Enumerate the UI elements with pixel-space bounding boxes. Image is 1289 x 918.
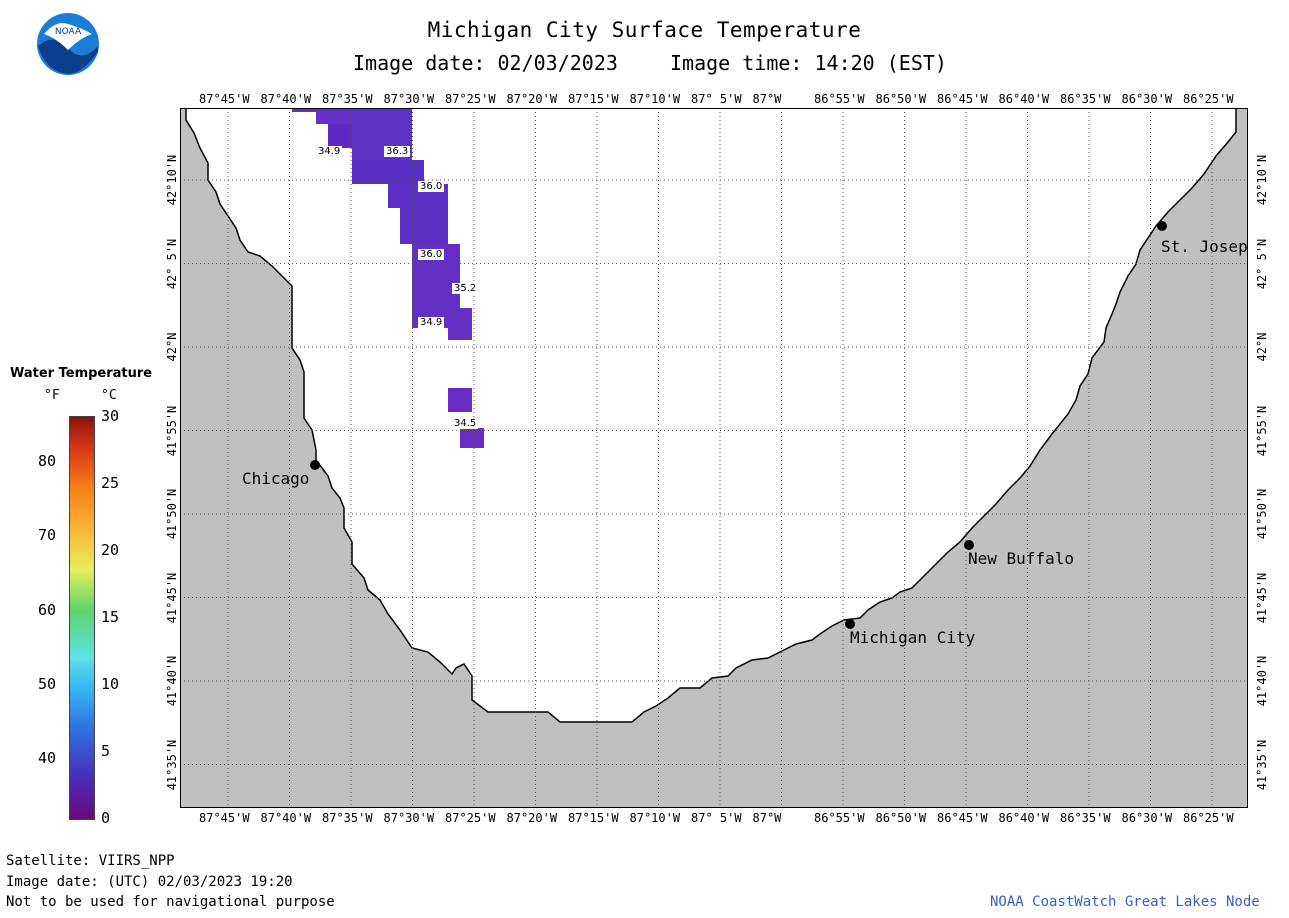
lon-tick-label: 87°30'W <box>383 811 435 825</box>
image-date: Image date: 02/03/2023 <box>353 51 618 75</box>
lat-tick-label: 41°35'N <box>165 739 179 790</box>
noaa-logo: NOAA <box>36 12 100 76</box>
lon-tick-label: 86°30'W <box>1121 92 1173 106</box>
city-marker-michigan-city <box>845 619 855 629</box>
lon-tick-label: 87°40'W <box>260 811 312 825</box>
lon-tick-label: 87°25'W <box>445 811 496 825</box>
temp-label: 34.5 <box>452 418 479 429</box>
lat-tick-label: 41°55'N <box>1255 405 1269 456</box>
temp-label: 35.2 <box>452 283 479 294</box>
city-label-st-joseph: St. Josep <box>1161 237 1248 256</box>
footer-satellite: Satellite: VIIRS_NPP <box>6 853 175 869</box>
lon-tick-label: 87°35'W <box>322 92 373 106</box>
lon-tick-label: 87°10'W <box>629 811 681 825</box>
legend-title: Water Temperature <box>10 366 153 381</box>
lon-tick-label: 87°10'W <box>629 92 681 106</box>
temp-label: 36.0 <box>418 249 445 260</box>
legend-fahrenheit-tick: 50 <box>38 675 57 693</box>
lat-tick-label: 41°45'N <box>1255 572 1269 623</box>
temp-label: 34.9 <box>418 317 445 328</box>
lon-tick-label: 86°55'W <box>814 811 865 825</box>
map-frame <box>180 108 1248 808</box>
city-label-chicago: Chicago <box>242 469 310 488</box>
lat-tick-label: 42°10'N <box>1255 154 1269 206</box>
legend-fahrenheit-tick: 70 <box>38 526 57 545</box>
lon-tick-label: 86°45'W <box>937 92 988 106</box>
lon-tick-label: 87° 5'W <box>691 92 742 106</box>
legend-celsius-tick: 0 <box>101 809 111 827</box>
lon-tick-label: 86°50'W <box>875 811 927 825</box>
lon-tick-label: 87°15'W <box>568 92 619 106</box>
lon-tick-label: 87°20'W <box>506 811 558 825</box>
legend-celsius-tick: 30 <box>101 407 120 425</box>
lat-tick-label: 42° 5'N <box>165 238 179 289</box>
legend-celsius-tick: 5 <box>101 742 111 760</box>
lon-tick-label: 87° 5'W <box>691 811 742 825</box>
lon-tick-label: 86°35'W <box>1060 92 1111 106</box>
legend-fahrenheit-tick: 40 <box>38 749 57 768</box>
footer-warning: Not to be used for navigational purpose <box>6 894 335 910</box>
legend-celsius-tick: 25 <box>101 474 120 492</box>
map-title: Michigan City Surface Temperature <box>427 18 862 42</box>
lon-tick-label: 86°55'W <box>814 92 865 106</box>
logo-text: NOAA <box>55 27 82 37</box>
lon-tick-label: 87°W <box>752 92 782 106</box>
lat-tick-label: 41°40'N <box>1255 655 1269 707</box>
lon-tick-label: 87°45'W <box>199 811 250 825</box>
lat-tick-label: 41°35'N <box>1255 739 1269 790</box>
city-marker-st-joseph <box>1157 221 1167 231</box>
lat-tick-label: 41°50'N <box>165 488 179 540</box>
lon-tick-label: 87°35'W <box>322 811 373 825</box>
color-bar <box>69 416 95 820</box>
lon-tick-label: 86°50'W <box>875 92 927 106</box>
lon-tick-label: 86°35'W <box>1060 811 1111 825</box>
lon-tick-label: 87°40'W <box>260 92 312 106</box>
lat-tick-label: 41°45'N <box>165 572 179 623</box>
lat-tick-label: 42°N <box>1255 332 1269 362</box>
city-marker-chicago <box>310 460 320 470</box>
lon-tick-label: 87°20'W <box>506 92 558 106</box>
lon-tick-label: 87°30'W <box>383 92 435 106</box>
legend-celsius-tick: 20 <box>101 541 120 559</box>
lat-tick-label: 42°10'N <box>165 154 179 206</box>
legend-unit-c: °C <box>101 388 117 403</box>
legend-fahrenheit-tick: 60 <box>38 600 57 619</box>
footer-credit: NOAA CoastWatch Great Lakes Node <box>990 894 1260 910</box>
legend-fahrenheit-tick: 80 <box>38 451 57 470</box>
lon-tick-label: 86°30'W <box>1121 811 1173 825</box>
lon-tick-label: 86°25'W <box>1183 811 1234 825</box>
lon-tick-label: 87°25'W <box>445 92 496 106</box>
legend-unit-f: °F <box>44 388 60 403</box>
footer-utc: Image date: (UTC) 02/03/2023 19:20 <box>6 874 293 890</box>
lon-tick-label: 86°40'W <box>998 811 1050 825</box>
city-label-new-buffalo: New Buffalo <box>968 549 1074 568</box>
lat-tick-label: 42° 5'N <box>1255 238 1269 289</box>
city-marker-new-buffalo <box>964 540 974 550</box>
land-area <box>180 108 1248 808</box>
lat-tick-label: 42°N <box>165 332 179 362</box>
legend-celsius-tick: 15 <box>101 608 120 626</box>
legend-celsius-tick: 10 <box>101 675 120 693</box>
lon-tick-label: 86°40'W <box>998 92 1050 106</box>
lat-tick-label: 41°55'N <box>165 405 179 456</box>
temp-label: 36.0 <box>418 181 445 192</box>
image-time: Image time: 14:20 (EST) <box>670 51 947 75</box>
city-label-michigan-city: Michigan City <box>850 628 976 647</box>
temp-label: 36.3 <box>384 146 411 157</box>
temp-label: 34.9 <box>316 146 343 157</box>
lon-tick-label: 86°25'W <box>1183 92 1234 106</box>
lat-tick-label: 41°50'N <box>1255 488 1269 540</box>
lon-tick-label: 87°45'W <box>199 92 250 106</box>
lon-tick-label: 87°W <box>752 811 782 825</box>
lat-tick-label: 41°40'N <box>165 655 179 707</box>
lon-tick-label: 87°15'W <box>568 811 619 825</box>
lon-tick-label: 86°45'W <box>937 811 988 825</box>
graticule <box>180 108 1248 808</box>
